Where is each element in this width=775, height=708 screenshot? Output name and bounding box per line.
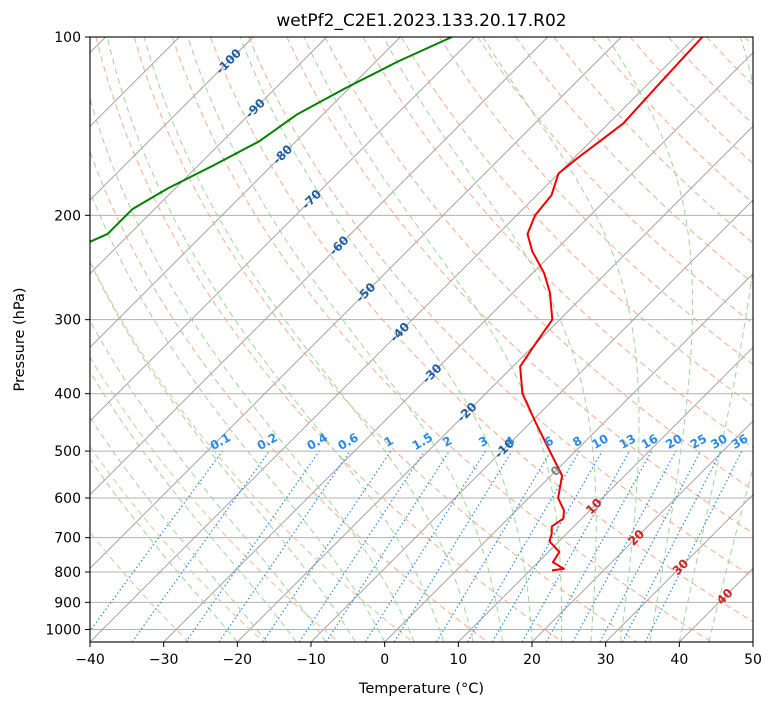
dry-adiabat-lines xyxy=(90,37,753,642)
plot-frame xyxy=(89,36,754,643)
isotherm-line xyxy=(90,37,696,642)
dry-adiabat xyxy=(209,37,753,623)
temperature-profile xyxy=(519,37,704,572)
moist-adiabat xyxy=(482,37,640,642)
x-tick-label: −20 xyxy=(223,652,253,668)
moist-adiabat xyxy=(90,416,268,642)
mixing-ratio-lines xyxy=(90,450,743,642)
isotherm-line xyxy=(531,420,753,642)
mixing-ratio-line xyxy=(218,450,351,642)
mixing-ratio-line xyxy=(393,450,513,642)
y-axis-ticks: 100 200 300 400 500 600 700 800 900 1000 xyxy=(45,30,90,638)
y-tick-label: 800 xyxy=(54,565,81,581)
dry-adiabat xyxy=(286,37,753,534)
mixing-ratio-line xyxy=(325,450,450,642)
isotherm-line xyxy=(90,37,327,275)
x-tick-label: 20 xyxy=(523,652,541,668)
dry-adiabat xyxy=(95,37,563,642)
moist-adiabat xyxy=(678,37,753,642)
x-tick-label: 40 xyxy=(670,652,688,668)
moist-adiabat xyxy=(708,465,753,642)
isotherm-line xyxy=(605,494,753,642)
y-tick-label: 500 xyxy=(54,444,81,460)
sounding-profiles xyxy=(90,37,704,572)
y-tick-label: 300 xyxy=(54,313,81,329)
dry-adiabat xyxy=(90,445,264,642)
isotherm-line xyxy=(458,346,753,642)
isotherm-line xyxy=(237,125,753,642)
isotherm-line xyxy=(90,37,401,348)
dry-adiabat xyxy=(90,150,488,642)
moist-adiabat xyxy=(90,189,386,642)
moist-adiabat xyxy=(90,319,327,642)
moist-adiabat xyxy=(90,96,415,642)
x-tick-label: −30 xyxy=(149,652,179,668)
dry-adiabat xyxy=(90,355,339,642)
isotherm-lines xyxy=(90,37,753,642)
y-tick-label: 600 xyxy=(54,491,81,507)
mixing-ratio-line xyxy=(185,450,320,642)
mixing-ratio-line xyxy=(435,450,552,642)
isotherm-line xyxy=(163,52,753,642)
y-tick-label: 200 xyxy=(54,208,81,224)
moist-adiabat xyxy=(382,37,597,642)
x-tick-label: −40 xyxy=(75,652,105,668)
dewpoint-profile xyxy=(90,37,453,243)
dry-adiabat xyxy=(90,259,414,642)
moist-adiabat xyxy=(90,370,297,642)
y-tick-label: 1000 xyxy=(45,622,81,638)
mixing-ratio-line xyxy=(545,450,653,642)
dry-adiabat xyxy=(133,37,638,642)
moist-adiabat xyxy=(606,37,694,642)
isotherm-line xyxy=(90,37,254,201)
moist-adiabat xyxy=(239,37,533,642)
x-tick-label: 0 xyxy=(380,652,389,668)
dry-adiabat xyxy=(477,37,753,325)
x-axis-ticks: −40 −30 −20 −10 0 10 20 30 40 50 xyxy=(75,642,762,668)
dry-adiabat xyxy=(171,37,713,642)
x-tick-label: −10 xyxy=(296,652,326,668)
y-tick-label: 100 xyxy=(54,30,81,46)
chart-title: wetPf2_C2E1.2023.133.20.17.R02 xyxy=(276,11,566,31)
moist-adiabat xyxy=(106,37,445,642)
moist-adiabat xyxy=(303,37,563,642)
x-tick-label: 50 xyxy=(744,652,762,668)
isotherm-line xyxy=(90,37,548,496)
mixing-ratio-line xyxy=(491,450,603,642)
x-tick-label: 10 xyxy=(449,652,467,668)
dry-adiabat xyxy=(324,37,753,491)
x-tick-label: 30 xyxy=(597,652,615,668)
y-axis-label: Pressure (hPa) xyxy=(12,287,28,391)
plot-area xyxy=(90,37,753,642)
dry-adiabat xyxy=(438,37,753,366)
mixing-ratio-line xyxy=(364,450,486,642)
x-axis-label: Temperature (°C) xyxy=(358,681,484,697)
isotherm-line xyxy=(90,37,475,422)
pressure-gridlines xyxy=(90,37,753,630)
isotherm-line xyxy=(90,37,622,569)
y-tick-label: 700 xyxy=(54,531,81,547)
y-tick-label: 400 xyxy=(54,387,81,403)
dry-adiabat xyxy=(248,37,753,578)
mixing-ratio-line xyxy=(521,450,631,642)
y-tick-label: 900 xyxy=(54,595,81,611)
isotherm-line xyxy=(384,273,753,642)
moist-adiabat xyxy=(187,37,504,642)
moist-adiabat xyxy=(90,260,356,642)
moist-adiabat xyxy=(90,458,238,642)
mixing-ratio-line xyxy=(572,450,677,642)
